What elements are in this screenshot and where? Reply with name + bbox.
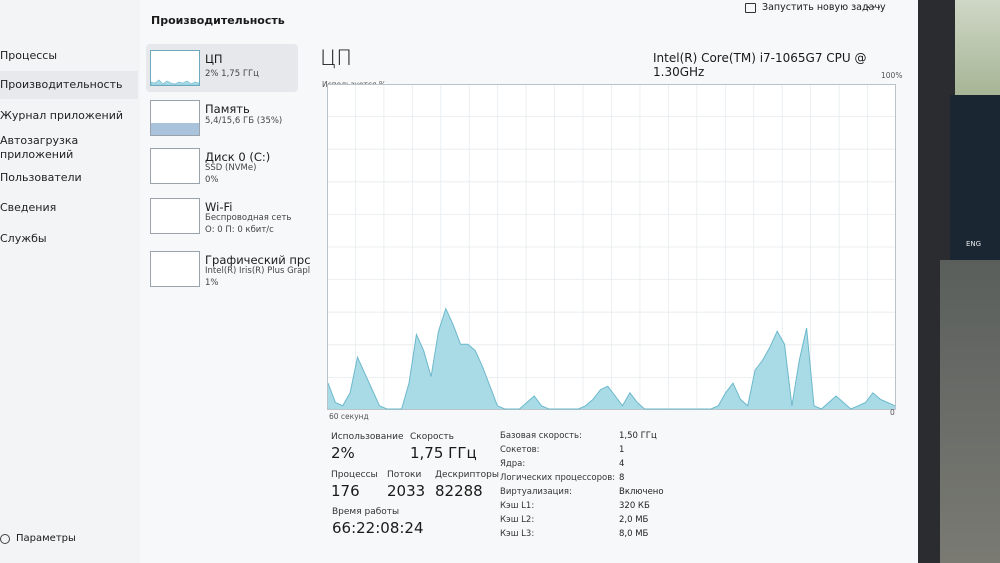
speed-label: Скорость [410, 432, 454, 442]
new-task-label: Запустить новую задачу [762, 2, 886, 13]
graph-grid [328, 85, 895, 409]
time-left: 60 секунд [329, 412, 369, 421]
device-memory[interactable]: Память 5,4/15,6 ГБ (35%) [146, 94, 298, 142]
task-manager-window: Процессы Производительность Журнал прило… [0, 0, 918, 563]
language-indicator: ENG [966, 240, 982, 248]
background-scene [940, 260, 1000, 563]
spec-value-cores: 4 [619, 459, 625, 469]
threads-label: Потоки [387, 470, 422, 480]
nav-item-startup-line1[interactable]: Автозагрузка [0, 134, 79, 147]
cpu-mini-graph [151, 79, 199, 85]
new-task-button[interactable]: Запустить новую задачу [745, 2, 886, 13]
processes-value: 176 [331, 482, 360, 500]
speed-value: 1,75 ГГц [410, 444, 477, 462]
device-name: Wi-Fi [205, 200, 233, 214]
device-name: Графический прс [205, 253, 311, 267]
spec-value-logical: 8 [619, 473, 625, 483]
disk-thumbnail [150, 148, 200, 184]
new-task-icon [745, 2, 756, 13]
device-disk[interactable]: Диск 0 (C:) SSD (NVMe) 0% [146, 142, 298, 190]
cpu-usage-line [327, 307, 896, 410]
handles-value: 82288 [435, 482, 483, 500]
uptime-label: Время работы [332, 507, 400, 517]
external-taskbar: ENG [950, 95, 1000, 260]
spec-value-l2: 2,0 МБ [619, 515, 649, 525]
device-name: ЦП [205, 52, 223, 66]
device-sub: 2% 1,75 ГГц [205, 69, 259, 79]
spec-value-sockets: 1 [619, 445, 625, 455]
wifi-thumbnail [150, 198, 200, 234]
gpu-thumbnail [150, 251, 200, 287]
device-name: Диск 0 (C:) [205, 150, 271, 164]
processes-label: Процессы [331, 470, 378, 480]
spec-value-base-speed: 1,50 ГГц [619, 431, 657, 441]
device-cpu[interactable]: ЦП 2% 1,75 ГГц [146, 44, 298, 92]
threads-value: 2033 [387, 482, 426, 500]
spec-value-virtualization: Включено [619, 487, 664, 497]
desktop-wallpaper [955, 0, 1000, 95]
nav-item-details[interactable]: Сведения [0, 201, 57, 214]
graph-series [327, 307, 896, 410]
device-wifi[interactable]: Wi-Fi Беспроводная сеть О: 0 П: 0 кбит/с [146, 192, 298, 240]
cpu-usage-graph [327, 84, 896, 410]
cpu-thumbnail [150, 50, 200, 86]
memory-fill [151, 123, 199, 135]
more-options-button[interactable]: ··· [866, 0, 883, 16]
device-gpu[interactable]: Графический прс Intel(R) Iris(R) Plus Gr… [146, 245, 311, 293]
spec-label-virtualization: Виртуализация: [500, 487, 572, 497]
cpu-model: Intel(R) Core(TM) i7-1065G7 CPU @ 1.30GH… [653, 51, 867, 79]
device-sub: SSD (NVMe) [205, 163, 257, 173]
uptime-value: 66:22:08:24 [332, 519, 424, 537]
memory-thumbnail [150, 100, 200, 136]
axis-max: 100% [881, 71, 903, 80]
gear-icon [0, 533, 10, 544]
main-title: ЦП [320, 46, 353, 70]
spec-value-l1: 320 КБ [619, 501, 650, 511]
spec-value-l3: 8,0 МБ [619, 529, 649, 539]
page-title: Производительность [151, 14, 285, 27]
time-right: 0 [890, 408, 895, 417]
spec-label-base-speed: Базовая скорость: [500, 431, 582, 441]
device-sub2: 0% [205, 175, 219, 185]
device-sub2: О: 0 П: 0 кбит/с [205, 225, 274, 235]
nav-item-performance[interactable]: Производительность [0, 71, 138, 99]
nav-item-users[interactable]: Пользователи [0, 171, 82, 184]
handles-label: Дескрипторы [435, 470, 499, 480]
settings-button[interactable]: Параметры [0, 533, 76, 544]
nav-item-startup-line2[interactable]: приложений [0, 148, 74, 161]
usage-value: 2% [331, 444, 355, 462]
device-sub: Беспроводная сеть [205, 213, 292, 223]
device-sub: Intel(R) Iris(R) Plus Grapl [205, 266, 311, 276]
spec-label-l2: Кэш L2: [500, 515, 535, 525]
device-sub: 5,4/15,6 ГБ (35%) [205, 116, 283, 126]
nav-pane: Процессы Производительность Журнал прило… [0, 0, 140, 563]
settings-label: Параметры [16, 533, 76, 544]
device-sub2: 1% [205, 278, 219, 288]
nav-item-app-history[interactable]: Журнал приложений [0, 109, 124, 122]
nav-item-services[interactable]: Службы [0, 232, 47, 245]
spec-label-l1: Кэш L1: [500, 501, 535, 511]
spec-label-l3: Кэш L3: [500, 529, 535, 539]
spec-label-cores: Ядра: [500, 459, 526, 469]
device-name: Память [205, 102, 250, 116]
spec-label-logical: Логических процессоров: [500, 473, 616, 483]
usage-label: Использование [331, 432, 404, 442]
spec-label-sockets: Сокетов: [500, 445, 540, 455]
nav-item-processes[interactable]: Процессы [0, 49, 58, 62]
cpu-usage-area [328, 308, 895, 409]
